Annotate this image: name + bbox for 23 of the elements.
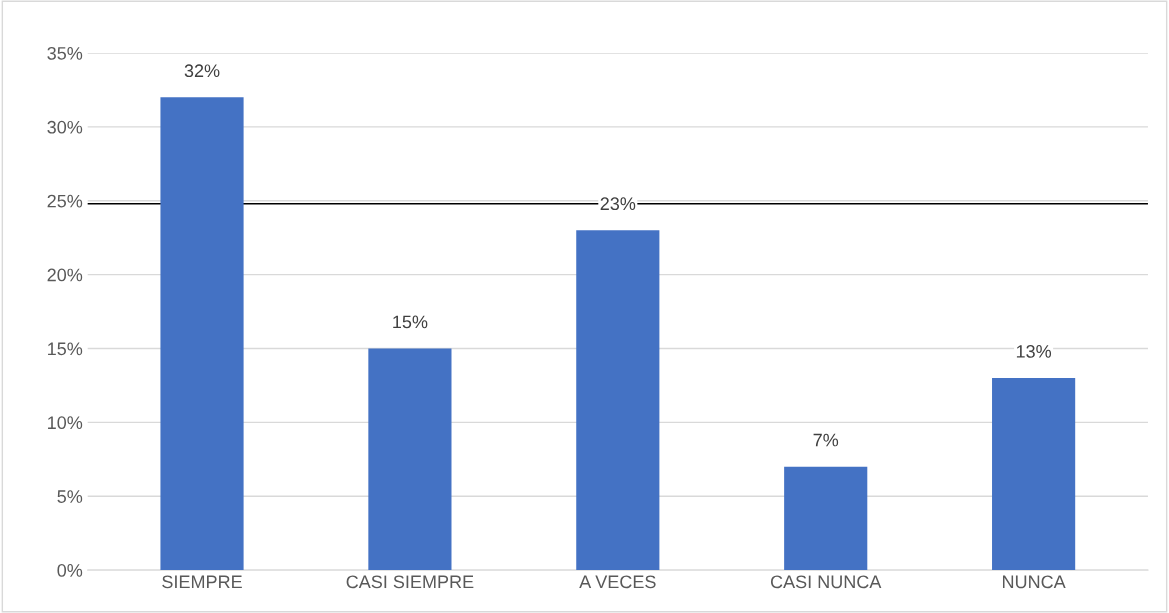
x-tick-label: CASI SIEMPRE	[346, 575, 474, 589]
y-tick-label: 5%	[57, 490, 83, 503]
x-tick-label: CASI NUNCA	[770, 575, 882, 589]
bar	[368, 348, 452, 571]
y-tick-label: 15%	[48, 342, 83, 356]
data-label: 13%	[1016, 345, 1052, 358]
x-tick-label: SIEMPRE	[162, 575, 242, 589]
x-tick-label: A VECES	[579, 575, 656, 589]
bar	[576, 230, 660, 571]
bar	[160, 97, 244, 571]
bar	[784, 466, 868, 571]
data-label: 32%	[184, 64, 220, 78]
bar	[992, 378, 1076, 571]
y-tick-label: 25%	[47, 194, 83, 208]
y-tick-label: 35%	[47, 46, 83, 60]
y-tick-label: 30%	[47, 120, 83, 134]
data-label: 23%	[600, 197, 636, 211]
y-tick-label: 0%	[57, 564, 83, 577]
y-tick-label: 10%	[48, 416, 83, 430]
x-tick-label: NUNCA	[1002, 575, 1066, 589]
data-label: 15%	[393, 315, 428, 329]
data-label: 7%	[813, 433, 839, 447]
y-tick-label: 20%	[47, 268, 83, 282]
